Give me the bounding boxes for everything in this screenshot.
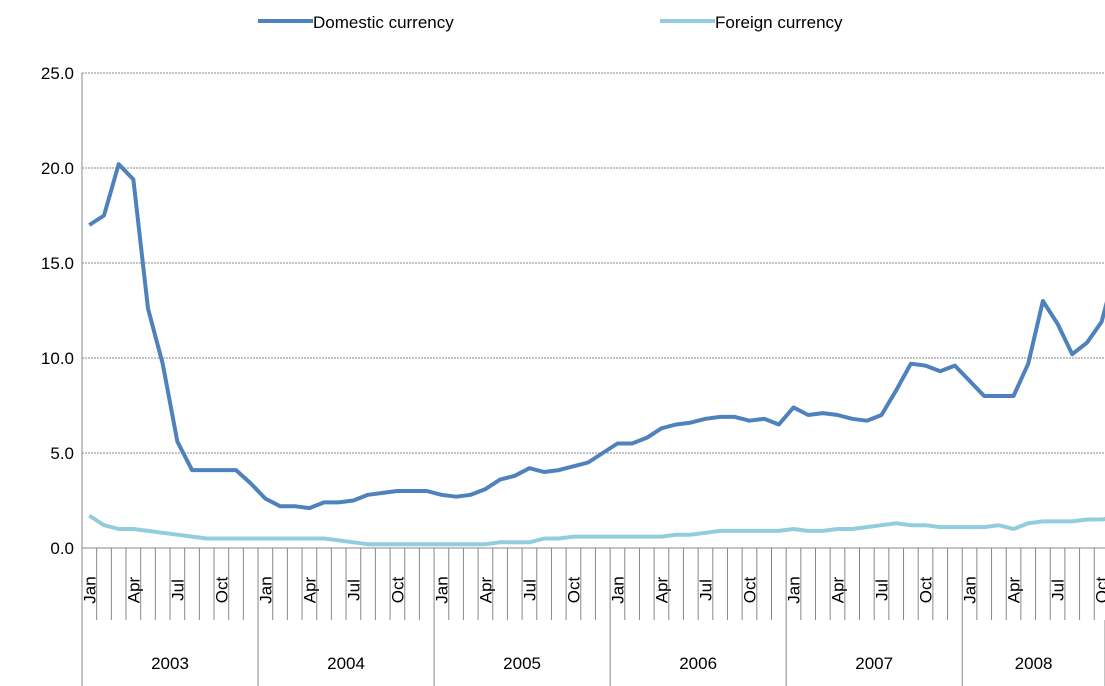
x-tick-label: Jan [784,576,803,603]
y-tick-label: 15.0 [41,254,74,273]
legend-label: Domestic currency [313,13,454,32]
x-tick-label: Oct [212,577,231,604]
x-tick-label: Apr [476,576,495,603]
x-tick-label: Jan [608,576,627,603]
group-label: 2004 [327,654,365,673]
x-tick-label: Jan [256,576,275,603]
x-tick-label: Apr [124,576,143,603]
group-label: 2006 [679,654,717,673]
x-tick-label: Apr [1005,576,1024,603]
series-line [88,514,1105,547]
y-tick-label: 20.0 [41,159,74,178]
y-tick-label: 5.0 [50,444,74,463]
x-tick-label: Jan [432,576,451,603]
group-label: 2007 [855,654,893,673]
x-tick-label: Jul [520,579,539,601]
x-tick-label: Apr [829,576,848,603]
x-tick-label: Oct [388,577,407,604]
x-tick-label: Oct [917,577,936,604]
x-tick-label: Oct [1093,577,1105,604]
x-tick-label: Oct [740,577,759,604]
x-tick-label: Jul [1049,579,1068,601]
group-label: 2008 [1015,654,1053,673]
y-tick-label: 0.0 [50,539,74,558]
x-tick-label: Oct [564,577,583,604]
y-tick-label: 25.0 [41,64,74,83]
y-tick-label: 10.0 [41,349,74,368]
x-tick-label: Jan [961,576,980,603]
x-tick-label: Jul [344,579,363,601]
x-tick-label: Apr [652,576,671,603]
series-line [88,162,1105,511]
x-tick-label: Jul [873,579,892,601]
x-tick-label: Jul [696,579,715,601]
legend-label: Foreign currency [715,13,843,32]
x-tick-label: Apr [300,576,319,603]
x-tick-label: Jul [168,579,187,601]
group-label: 2003 [151,654,189,673]
x-tick-label: Jan [80,576,99,603]
group-label: 2005 [503,654,541,673]
